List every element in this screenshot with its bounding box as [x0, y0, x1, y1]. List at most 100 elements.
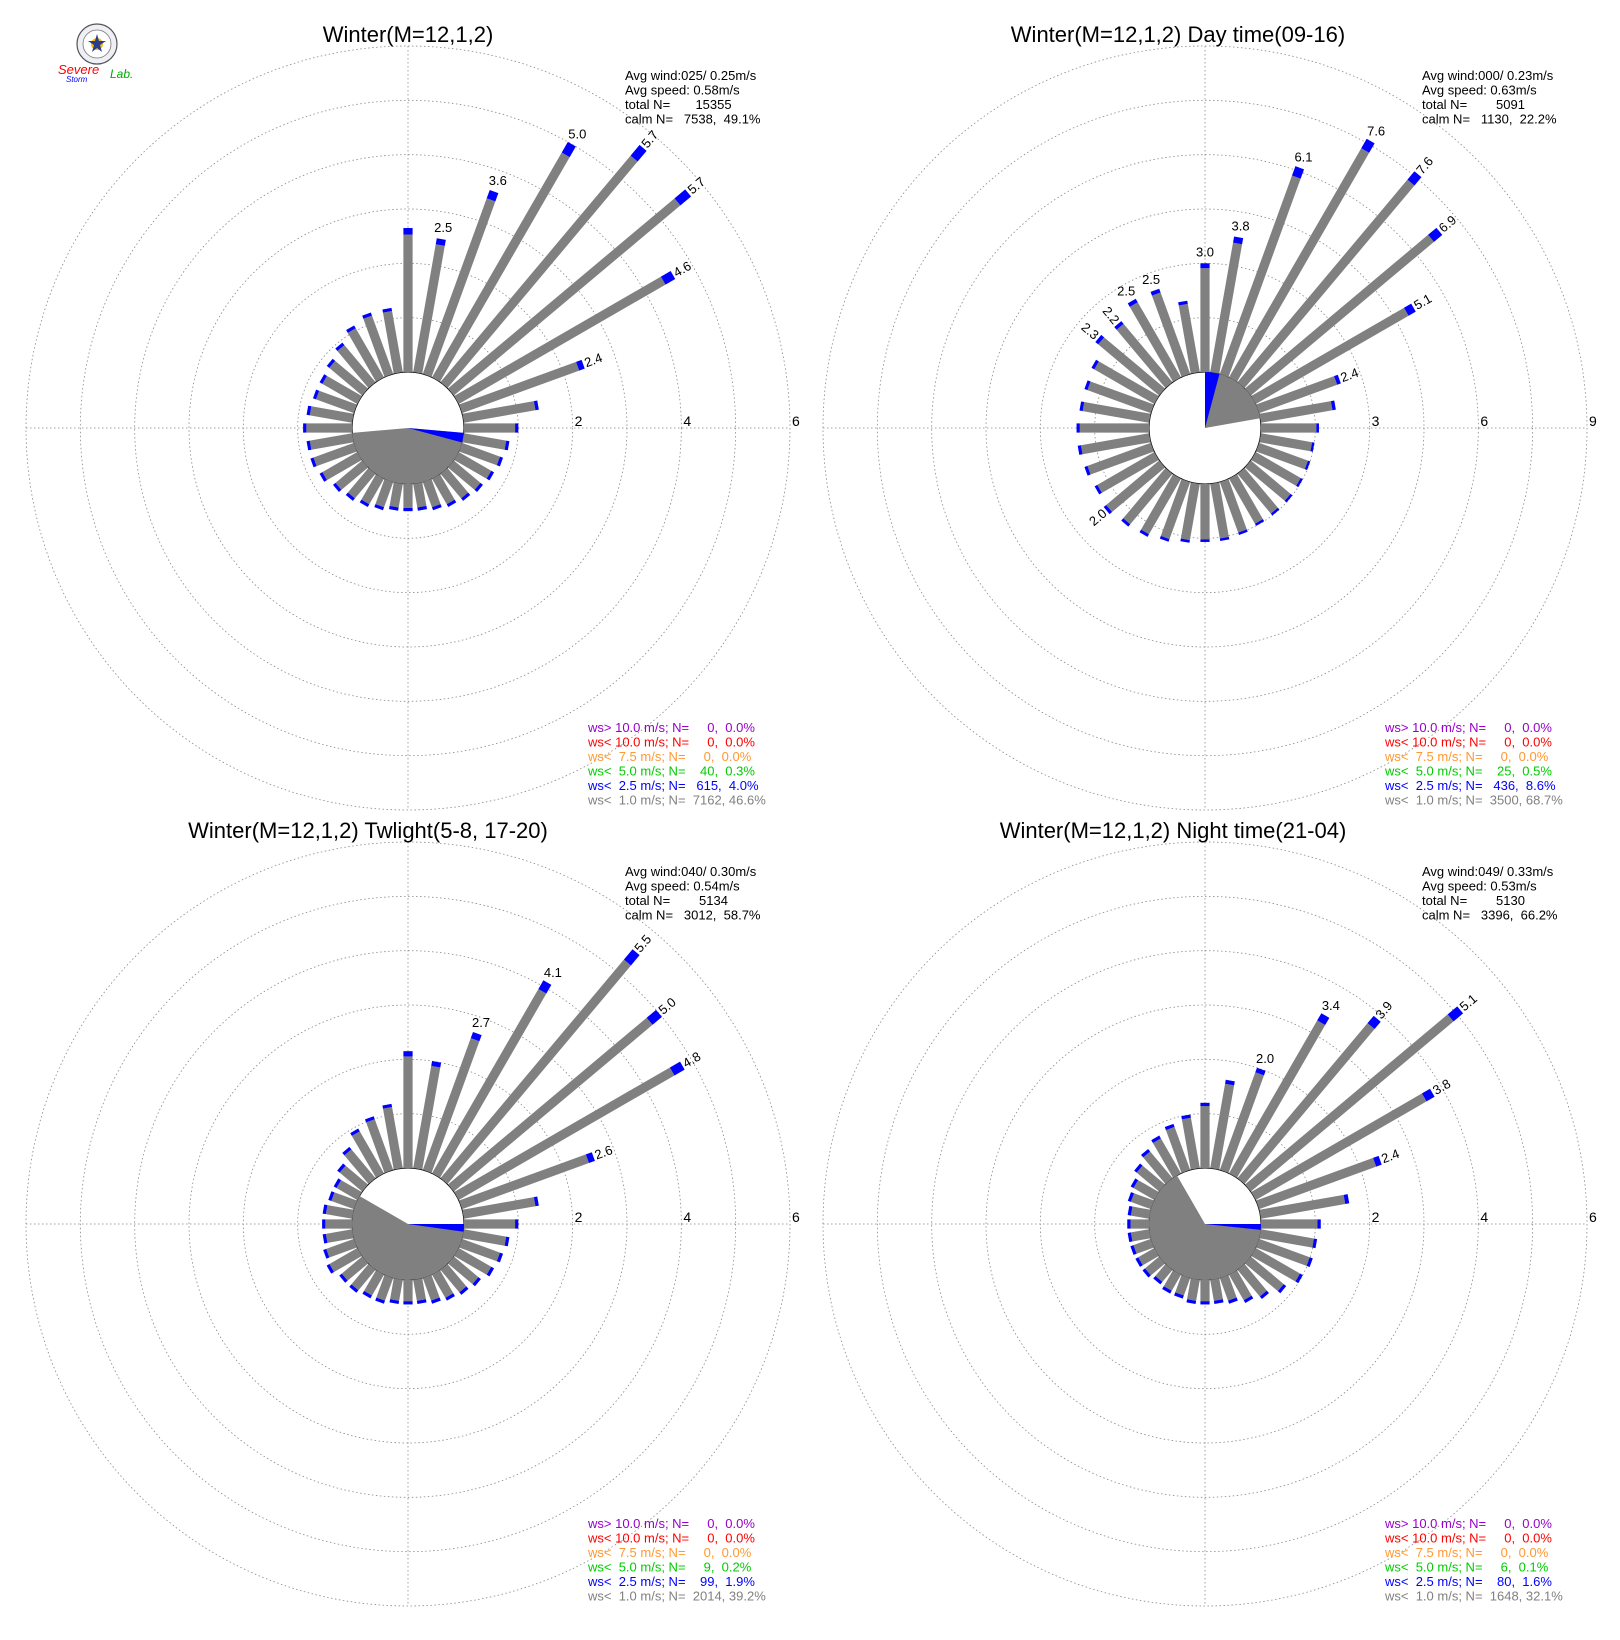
wind-bar-70: [459, 361, 580, 414]
wind-bar-40: [440, 959, 631, 1185]
wind-bar-270: [306, 423, 352, 433]
wind-bar-210: [1163, 1270, 1181, 1291]
wind-bar-340: [1165, 1126, 1191, 1173]
wind-bar-cap-130: [1277, 1284, 1287, 1294]
bar-value-label: 2.6: [592, 1142, 614, 1162]
wind-bar-cap-240: [326, 1264, 335, 1274]
wind-bar-170: [1210, 482, 1229, 539]
wind-bar-140: [440, 1263, 467, 1293]
wind-bar-150: [1229, 1270, 1252, 1301]
bar-value-label: 2.4: [582, 350, 604, 370]
wind-bar-cap-20: [470, 1031, 482, 1042]
wind-bar-200: [1160, 479, 1191, 540]
stat-line: Avg speed: 0.54m/s: [625, 879, 740, 894]
wind-bar-cap-290: [312, 389, 320, 400]
wind-bar-110: [459, 1238, 500, 1262]
stat-line: total N= 5130: [1422, 893, 1525, 908]
wind-bar-70: [1256, 376, 1338, 414]
wind-bar-140: [440, 467, 469, 499]
wind-bar-230: [1144, 1256, 1166, 1276]
calm-pie-slice: [1149, 1175, 1261, 1280]
wind-bar-cap-250: [323, 1248, 330, 1259]
wind-bar-330: [351, 1131, 384, 1178]
panel-title: Winter(M=12,1,2) Day time(09-16): [1011, 22, 1345, 47]
wind-bar-10: [413, 244, 445, 374]
ring-label: 2: [1372, 1209, 1380, 1225]
wind-bar-cap-90: [1317, 1219, 1321, 1229]
wind-bar-cap-170: [416, 1299, 427, 1305]
wind-bar-310: [1136, 1165, 1166, 1192]
legend-entry: ws< 10.0 m/s; N= 0, 0.0%: [587, 1531, 755, 1546]
wind-bar-270: [325, 1219, 352, 1229]
wind-bar-cap-150: [446, 499, 457, 508]
wind-bar-cap-160: [1238, 529, 1248, 535]
wind-bar-cap-190: [389, 505, 399, 511]
wind-bar-60: [454, 1067, 675, 1200]
wind-bar-cap-30: [561, 141, 576, 158]
wind-bar-230: [335, 460, 369, 490]
wind-bar-cap-120: [486, 470, 495, 481]
wind-bar-cap-260: [322, 1233, 328, 1244]
wind-bar-170: [413, 1278, 426, 1301]
grid-ring: [25, 45, 791, 811]
wind-bar-300: [322, 375, 362, 404]
wind-bar-cap-100: [1312, 1238, 1318, 1249]
stat-line: Avg wind:049/ 0.33m/s: [1422, 864, 1554, 879]
wind-bar-cap-0: [1200, 1102, 1210, 1107]
wind-bar-cap-240: [319, 472, 327, 482]
wind-rose-panel-daytime: 3.03.86.17.67.66.95.12.42.02.32.22.52.53…: [822, 22, 1597, 811]
wind-bar-220: [347, 467, 376, 499]
wind-bar-cap-170: [1213, 1299, 1224, 1305]
bar-value-label: 3.8: [1231, 218, 1249, 233]
legend-entry: ws< 1.0 m/s; N= 7162, 46.6%: [587, 793, 766, 808]
legend-entry: ws< 2.5 m/s; N= 436, 8.6%: [1384, 778, 1556, 793]
ring-label: 2: [575, 413, 583, 429]
stat-line: Avg speed: 0.63m/s: [1422, 83, 1537, 98]
ring-label: 3: [1372, 413, 1380, 429]
wind-bar-cap-110: [1304, 460, 1311, 471]
wind-bar-50: [1244, 1014, 1454, 1192]
wind-bar-310: [339, 1165, 369, 1192]
wind-bar-80: [462, 401, 536, 423]
wind-bar-250: [1133, 1238, 1154, 1254]
wind-bar-70: [1256, 1157, 1377, 1210]
wind-bar-300: [1094, 361, 1159, 404]
wind-bar-190: [1180, 482, 1200, 541]
wind-bar-150: [432, 1270, 454, 1298]
severe-storm-lab-logo: Severe Storm Lab.: [58, 23, 133, 84]
wind-bar-cap-260: [306, 440, 312, 451]
wind-bar-cap-230: [339, 1273, 348, 1283]
wind-bar-cap-30: [538, 980, 552, 994]
wind-bar-cap-220: [349, 1284, 359, 1293]
wind-bar-80: [1259, 401, 1333, 423]
wind-bar-cap-60: [660, 271, 676, 285]
wind-bar-cap-310: [326, 358, 336, 368]
ring-label: 6: [792, 413, 800, 429]
wind-bar-190: [1187, 1278, 1200, 1301]
stat-line: calm N= 3012, 58.7%: [625, 908, 761, 923]
wind-bar-240: [1097, 452, 1159, 493]
bar-value-label: 6.1: [1294, 149, 1312, 164]
wind-bar-210: [361, 474, 384, 505]
wind-bar-cap-330: [1151, 1135, 1161, 1143]
wind-bar-cap-80: [1330, 400, 1336, 411]
bar-value-label: 5.0: [568, 127, 586, 142]
wind-bar-cap-90: [515, 1219, 519, 1229]
wind-bar-0: [1200, 268, 1210, 372]
stat-line: calm N= 3396, 66.2%: [1422, 908, 1558, 923]
wind-bar-cap-210: [1139, 529, 1149, 537]
grid-ring: [822, 45, 1588, 811]
wind-bar-cap-150: [1243, 1295, 1254, 1304]
wind-bar-90: [1261, 423, 1317, 433]
wind-bar-cap-290: [1084, 380, 1091, 391]
wind-bar-cap-70: [1334, 374, 1341, 385]
wind-bar-cap-210: [359, 499, 370, 508]
wind-bar-cap-320: [1141, 1149, 1151, 1158]
wind-bar-cap-330: [346, 325, 356, 333]
wind-bar-cap-210: [362, 1290, 373, 1299]
wind-bar-330: [1152, 1138, 1181, 1178]
wind-bar-cap-10: [1225, 1079, 1235, 1086]
wind-bar-130: [1244, 460, 1291, 501]
wind-bar-cap-50: [646, 1009, 662, 1025]
